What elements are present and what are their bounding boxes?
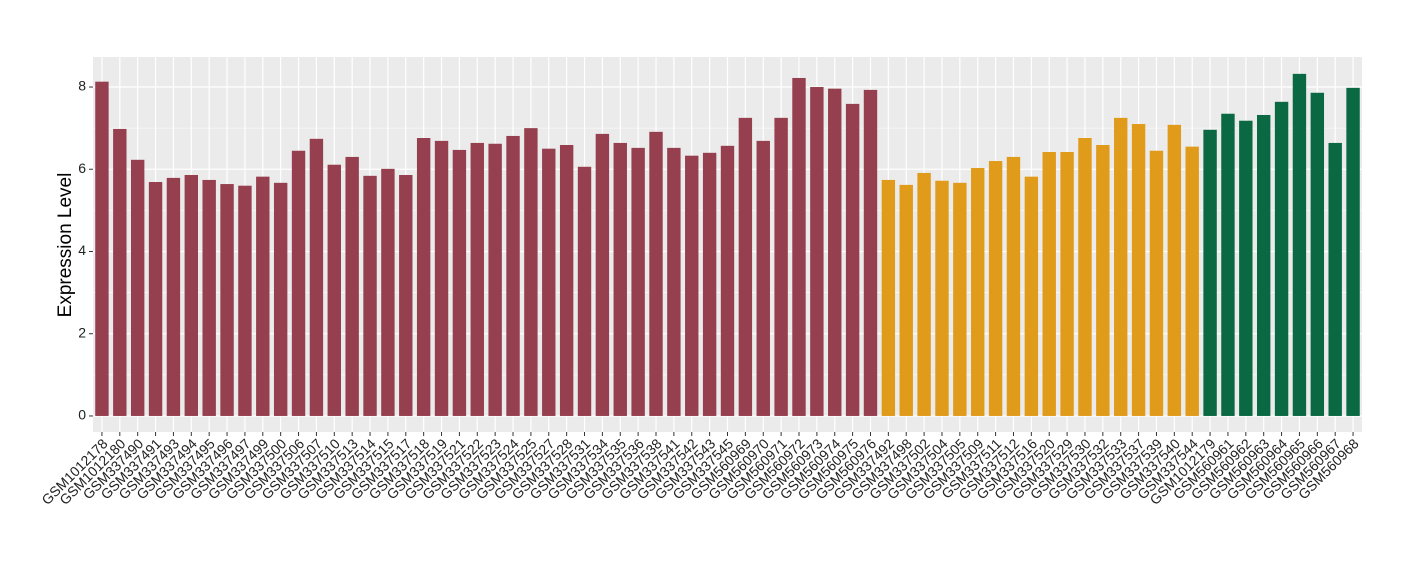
bar	[238, 185, 252, 416]
bar	[130, 159, 145, 416]
bar	[577, 166, 592, 416]
bar	[988, 161, 1003, 416]
bar	[953, 182, 967, 416]
y-tick-label: 8	[78, 78, 86, 94]
bar	[363, 175, 377, 416]
bar	[1203, 129, 1217, 416]
bar	[327, 164, 341, 416]
bar	[774, 117, 788, 416]
bar	[452, 149, 467, 416]
bar	[1149, 150, 1164, 416]
bar	[1167, 124, 1182, 416]
bar	[559, 144, 574, 416]
bar	[273, 182, 288, 416]
bar	[881, 179, 896, 416]
bar	[971, 168, 985, 416]
bar	[631, 147, 645, 416]
bar	[202, 179, 216, 416]
bar	[291, 150, 306, 416]
bar	[863, 89, 878, 416]
bar	[1078, 138, 1092, 416]
bar	[506, 135, 520, 416]
bar	[95, 81, 109, 416]
bar	[845, 103, 860, 416]
bar	[1185, 146, 1199, 416]
bar	[1256, 114, 1271, 416]
bar	[345, 156, 359, 416]
bar	[1274, 101, 1289, 416]
bar	[1042, 151, 1056, 416]
bar	[166, 177, 181, 416]
bar	[184, 175, 199, 416]
bar	[470, 142, 484, 416]
bar	[828, 88, 842, 416]
bar	[309, 138, 324, 416]
bar	[416, 138, 431, 416]
bar	[935, 180, 949, 416]
bar	[1292, 73, 1307, 416]
bar	[720, 145, 735, 416]
bar	[399, 175, 413, 416]
bar	[1060, 151, 1074, 416]
bar	[1024, 176, 1039, 416]
bar	[113, 128, 127, 416]
bar	[702, 152, 717, 416]
bar	[434, 140, 449, 416]
bar	[488, 143, 502, 416]
bar	[649, 131, 663, 416]
y-tick-label: 0	[78, 407, 86, 423]
bar	[899, 184, 913, 416]
bar	[738, 117, 753, 416]
bar	[685, 155, 699, 416]
bar	[1346, 87, 1360, 416]
bar	[524, 128, 538, 416]
bar	[917, 172, 931, 416]
y-tick-label: 2	[78, 324, 86, 340]
bar	[792, 77, 806, 416]
bar	[1096, 144, 1110, 416]
bar	[256, 176, 270, 416]
bar	[1006, 156, 1021, 416]
bar	[1328, 142, 1342, 416]
y-axis-label: Expression Level	[55, 173, 76, 318]
y-tick-label: 4	[78, 242, 86, 258]
bar	[667, 147, 681, 416]
bar	[595, 133, 610, 416]
y-tick-label: 6	[78, 160, 86, 176]
bar	[220, 184, 234, 416]
bar	[613, 142, 627, 416]
bar	[810, 87, 824, 416]
bar	[381, 168, 395, 416]
bar	[542, 148, 556, 416]
bar	[756, 140, 770, 416]
bar	[1221, 113, 1235, 416]
bar	[1131, 124, 1146, 416]
bar	[1114, 117, 1128, 416]
bar	[1239, 120, 1253, 416]
bar	[1310, 92, 1325, 416]
bar	[148, 182, 163, 416]
